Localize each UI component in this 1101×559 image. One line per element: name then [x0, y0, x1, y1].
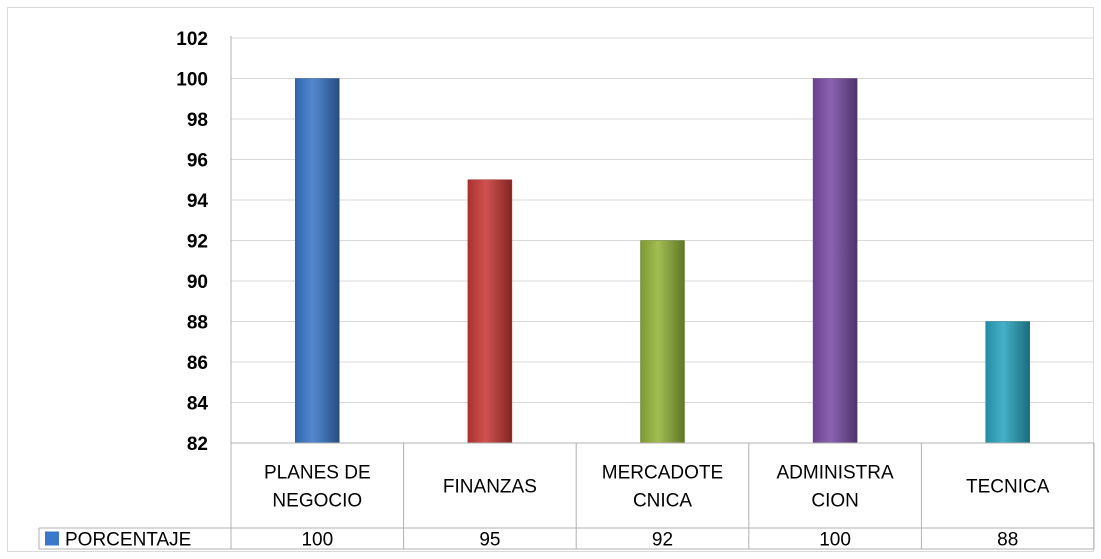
category-label: ADMINISTRA CION	[777, 463, 895, 512]
category-label: PLANES DE NEGOCIO	[264, 463, 371, 512]
category-label: FINANZAS	[443, 477, 537, 498]
y-tick-label: 88	[187, 313, 208, 334]
category-label: TECNICA	[966, 477, 1050, 498]
data-table: PLANES DE NEGOCIO FINANZAS MERCADOTE CNICA AD…	[38, 36, 1095, 551]
bar	[295, 78, 340, 444]
series-name: PORCENTAJE	[65, 530, 191, 551]
y-axis: 82 84 86 88 90 92 94 96 98 100 102	[176, 29, 208, 455]
category-label: MERCADOTE CNICA	[602, 463, 723, 512]
bar	[640, 240, 685, 444]
y-tick-label: 100	[176, 70, 208, 91]
y-tick-label: 84	[187, 394, 209, 415]
legend-key-icon	[45, 531, 59, 546]
y-tick-label: 98	[187, 110, 208, 131]
y-tick-label: 102	[176, 29, 208, 50]
y-tick-label: 86	[187, 353, 208, 374]
y-tick-label: 92	[187, 232, 208, 253]
bar	[467, 179, 513, 444]
y-tick-label: 90	[187, 272, 208, 293]
bars	[295, 78, 1030, 444]
y-tick-label: 82	[187, 434, 208, 455]
data-value: 100	[301, 530, 333, 551]
data-value: 92	[652, 530, 673, 551]
data-value: 88	[997, 530, 1018, 551]
data-value: 95	[479, 530, 500, 551]
y-tick-label: 94	[187, 191, 209, 212]
bar	[985, 321, 1030, 444]
data-value: 100	[819, 530, 851, 551]
y-tick-label: 96	[187, 151, 208, 172]
bar	[812, 78, 858, 444]
chart-frame	[7, 7, 1094, 552]
